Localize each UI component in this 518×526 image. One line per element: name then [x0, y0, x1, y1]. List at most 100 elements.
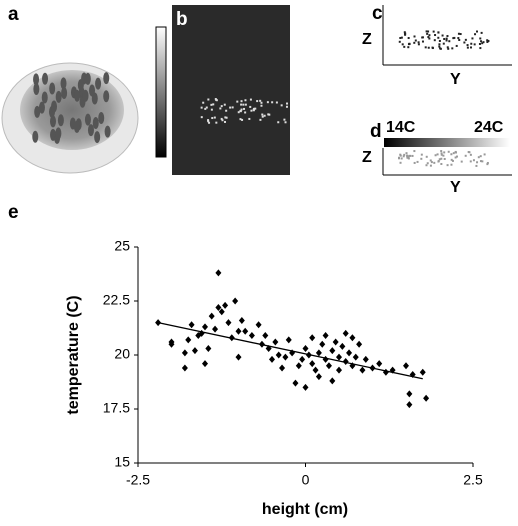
image-speckle	[261, 115, 264, 118]
data-point	[235, 353, 242, 361]
image-speckle	[224, 116, 227, 119]
image-speckle	[440, 153, 443, 156]
image-speckle	[207, 119, 210, 122]
image-speckle	[229, 106, 232, 109]
image-speckle	[249, 105, 252, 108]
image-speckle	[437, 160, 440, 163]
image-speckle	[474, 33, 477, 36]
image-speckle	[447, 150, 450, 153]
panel-label: e	[8, 202, 19, 223]
data-point	[289, 349, 296, 357]
data-point	[359, 366, 366, 374]
image-speckle	[440, 162, 443, 165]
image-speckle	[443, 151, 446, 154]
image-speckle	[207, 120, 210, 123]
image-speckle	[459, 33, 462, 36]
data-point	[346, 349, 353, 357]
data-point	[305, 351, 312, 359]
image-speckle	[479, 37, 482, 40]
image-speckle	[266, 101, 269, 104]
data-point	[342, 329, 349, 337]
image-speckle	[416, 160, 419, 163]
image-speckle	[248, 117, 251, 120]
data-point	[336, 353, 342, 361]
data-point	[376, 360, 383, 368]
plant-leaf	[104, 125, 111, 138]
image-speckle	[212, 103, 215, 106]
plant-leaf	[42, 72, 49, 85]
data-point	[315, 373, 322, 381]
image-speckle	[213, 116, 216, 119]
image-speckle	[225, 116, 228, 119]
x-tick-label: -2.5	[126, 472, 150, 488]
image-speckle	[433, 39, 436, 42]
image-speckle	[399, 161, 402, 164]
data-point	[295, 362, 302, 370]
x-tick-label: 2.5	[463, 472, 483, 488]
image-speckle	[430, 161, 433, 164]
thermal-image	[172, 5, 290, 175]
image-speckle	[243, 107, 246, 110]
image-speckle	[250, 109, 253, 112]
image-speckle	[241, 118, 244, 121]
y-axis-title: temperature (C)	[65, 295, 82, 414]
image-speckle	[283, 118, 286, 121]
plant-leaf	[51, 100, 58, 113]
image-speckle	[448, 40, 451, 43]
data-point	[215, 303, 222, 311]
image-speckle	[452, 152, 455, 155]
panel-label: b	[176, 9, 188, 30]
data-point	[272, 338, 279, 346]
plant-leaf	[98, 111, 105, 124]
data-point	[235, 327, 242, 335]
image-speckle	[425, 30, 428, 33]
image-speckle	[470, 46, 473, 49]
axis-label: Z	[362, 149, 372, 166]
data-point	[382, 368, 389, 376]
y-tick-label: 15	[114, 454, 130, 470]
axis-label: Z	[362, 31, 372, 48]
image-speckle	[406, 156, 409, 159]
image-speckle	[408, 154, 411, 157]
image-speckle	[440, 150, 443, 153]
data-point	[218, 308, 225, 316]
image-speckle	[224, 120, 227, 123]
image-speckle	[438, 39, 441, 42]
data-point	[222, 301, 229, 309]
image-speckle	[466, 46, 469, 49]
image-speckle	[440, 152, 443, 155]
plant-leaf	[82, 89, 89, 102]
image-speckle	[211, 117, 214, 120]
image-speckle	[486, 161, 489, 164]
image-speckle	[254, 107, 257, 110]
image-speckle	[200, 116, 203, 119]
image-speckle	[437, 36, 440, 39]
image-speckle	[475, 164, 478, 167]
image-speckle	[263, 114, 266, 117]
image-speckle	[426, 32, 429, 35]
image-speckle	[442, 154, 445, 157]
plant-leaf	[92, 117, 99, 130]
panel-label: c	[372, 3, 383, 24]
data-point	[312, 366, 319, 374]
plant-leaf	[55, 90, 62, 103]
image-speckle	[471, 37, 474, 40]
image-speckle	[464, 38, 467, 41]
data-point	[238, 316, 245, 324]
image-speckle	[286, 102, 289, 105]
image-speckle	[486, 39, 489, 42]
image-speckle	[424, 46, 427, 49]
data-point	[232, 297, 239, 305]
plant-leaf	[34, 105, 41, 118]
image-speckle	[464, 154, 467, 157]
data-point	[225, 319, 232, 327]
data-point	[242, 327, 249, 335]
image-speckle	[260, 104, 263, 107]
image-speckle	[403, 45, 406, 48]
image-speckle	[478, 42, 481, 45]
image-speckle	[454, 150, 457, 153]
plant-leaf	[74, 89, 81, 102]
image-speckle	[450, 163, 453, 166]
y-tick-label: 25	[114, 238, 130, 254]
